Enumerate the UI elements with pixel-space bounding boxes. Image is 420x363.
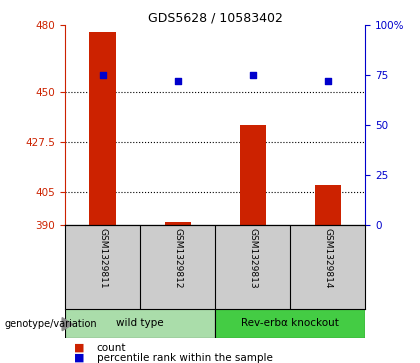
- Bar: [240, 125, 266, 225]
- Point: [99, 73, 106, 78]
- Text: ■: ■: [74, 352, 84, 363]
- Point: [174, 78, 181, 84]
- Point: [325, 78, 331, 84]
- Text: count: count: [97, 343, 126, 353]
- Bar: [89, 32, 116, 225]
- Text: genotype/variation: genotype/variation: [4, 319, 97, 329]
- Text: GSM1329814: GSM1329814: [323, 228, 332, 288]
- Point: [249, 73, 256, 78]
- Text: wild type: wild type: [116, 318, 164, 328]
- Text: percentile rank within the sample: percentile rank within the sample: [97, 352, 273, 363]
- Title: GDS5628 / 10583402: GDS5628 / 10583402: [148, 11, 283, 24]
- Bar: [315, 185, 341, 225]
- Text: ■: ■: [74, 343, 84, 353]
- Bar: [215, 309, 365, 338]
- Text: GSM1329812: GSM1329812: [173, 228, 182, 288]
- Bar: [165, 222, 191, 225]
- Text: GSM1329813: GSM1329813: [248, 228, 257, 288]
- Text: GSM1329811: GSM1329811: [98, 228, 107, 288]
- Bar: [65, 309, 215, 338]
- Text: Rev-erbα knockout: Rev-erbα knockout: [241, 318, 339, 328]
